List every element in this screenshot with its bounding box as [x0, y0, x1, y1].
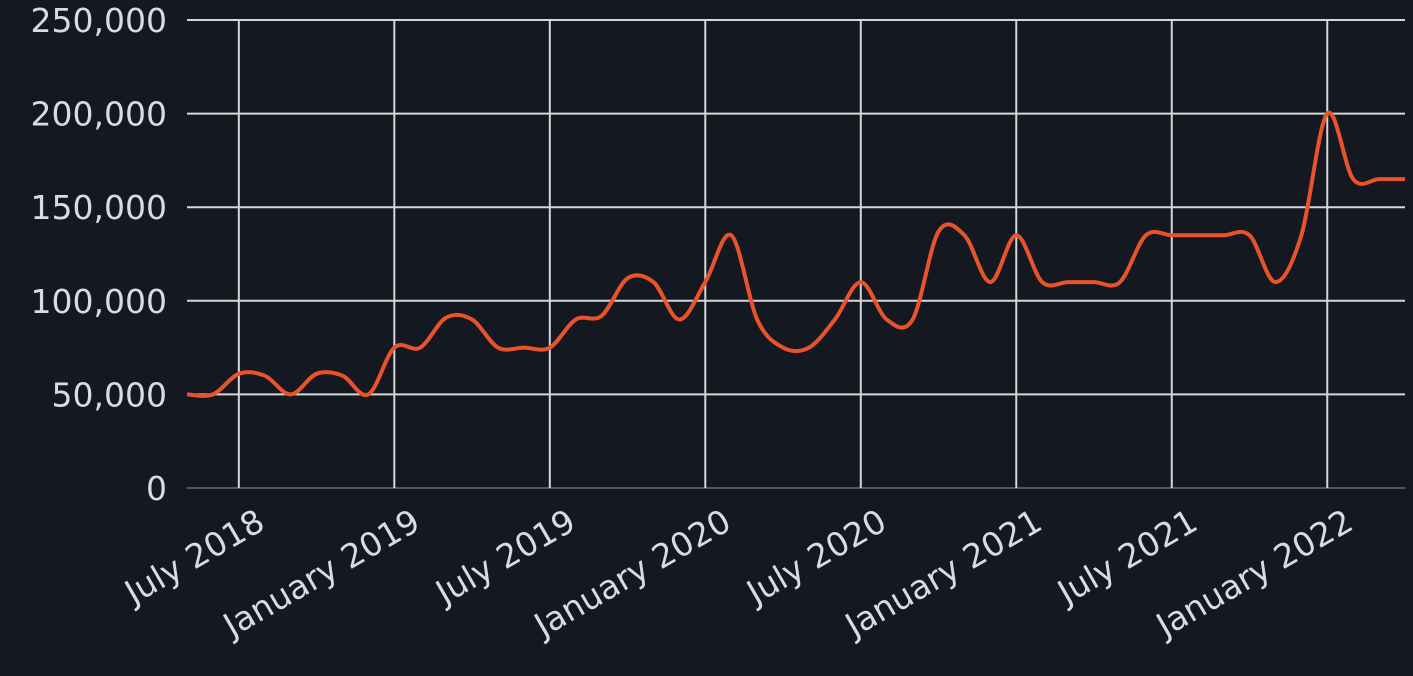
y-tick-label: 100,000	[31, 282, 167, 321]
line	[186, 110, 1405, 398]
y-tick-label: 50,000	[52, 375, 167, 414]
y-tick-label: 200,000	[31, 95, 167, 134]
y-tick-label: 150,000	[31, 188, 167, 227]
y-tick-label: 0	[146, 469, 167, 508]
y-tick-label: 250,000	[31, 1, 167, 40]
